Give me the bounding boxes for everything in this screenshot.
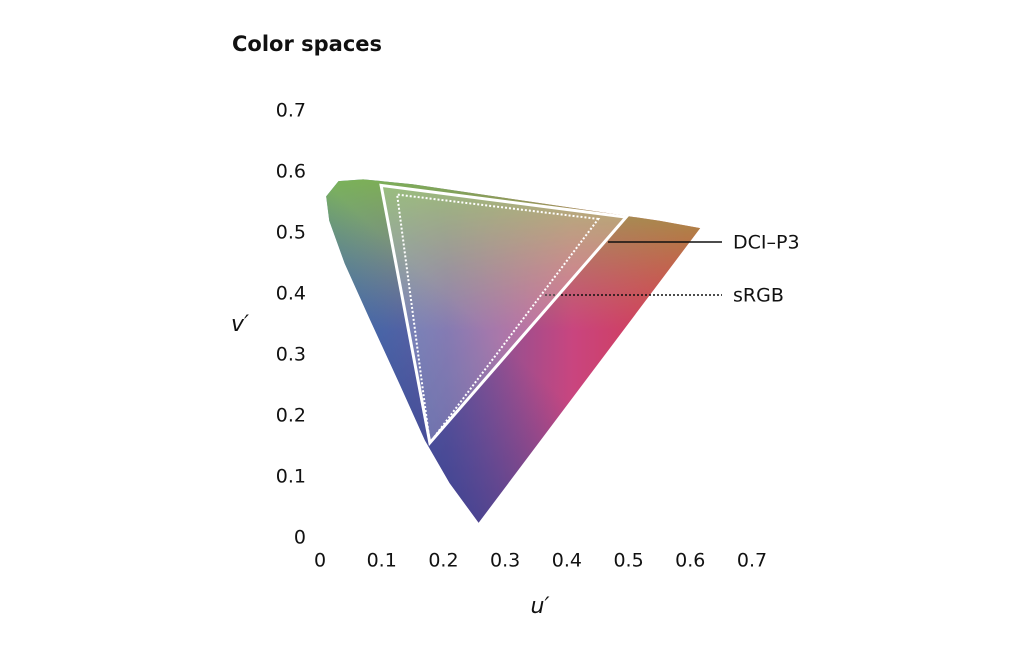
- chart-title: Color spaces: [232, 32, 382, 56]
- x-tick-label: 0.2: [428, 550, 458, 572]
- y-tick-label: 0.6: [276, 161, 306, 183]
- x-tick-label: 0.4: [552, 550, 582, 572]
- y-tick-label: 0.2: [276, 405, 306, 427]
- y-tick-label: 0.5: [276, 222, 306, 244]
- y-tick-label: 0: [294, 527, 306, 549]
- x-tick-label: 0: [314, 550, 326, 572]
- y-tick-label: 0.3: [276, 344, 306, 366]
- x-tick-label: 0.5: [613, 550, 643, 572]
- label: sRGB: [733, 285, 784, 307]
- y-tick-label: 0.1: [276, 466, 306, 488]
- y-tick-label: 0.7: [276, 100, 306, 122]
- x-axis-label: u′: [531, 594, 550, 619]
- x-tick-label: 0.6: [675, 550, 705, 572]
- x-tick-label: 0.7: [737, 550, 767, 572]
- gamut-triangle: [395, 193, 601, 446]
- y-tick-label: 0.4: [276, 283, 306, 305]
- label: DCI–P3: [733, 232, 800, 254]
- y-axis-label: v′: [231, 312, 249, 337]
- x-tick-label: 0.3: [490, 550, 520, 572]
- gamut-triangle: [379, 183, 630, 447]
- x-tick-label: 0.1: [367, 550, 397, 572]
